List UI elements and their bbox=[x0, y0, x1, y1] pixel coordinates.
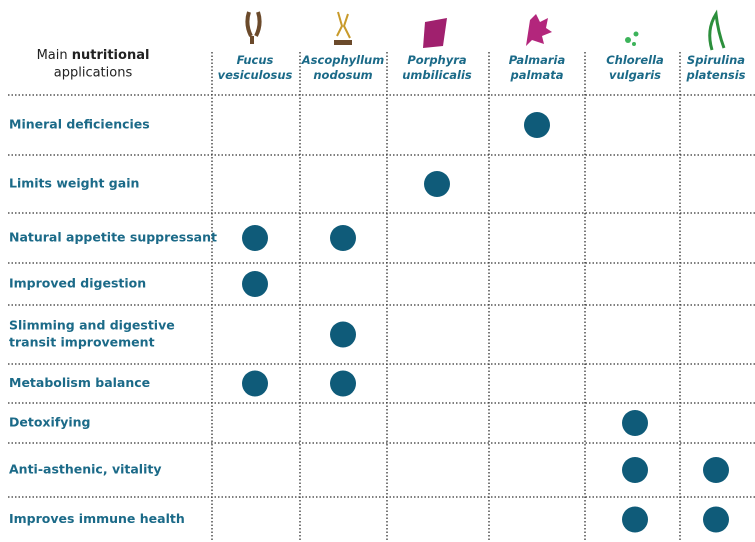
column-header: Ascophyllum bbox=[301, 53, 384, 67]
dot bbox=[622, 506, 648, 533]
row-label: Slimming and digestive bbox=[9, 318, 175, 333]
dot bbox=[622, 457, 648, 483]
dot bbox=[424, 171, 450, 197]
column-header: Fucus bbox=[237, 53, 274, 67]
column-header: vulgaris bbox=[609, 68, 661, 82]
row-label: Metabolism balance bbox=[9, 375, 150, 390]
column-header: vesiculosus bbox=[218, 68, 293, 82]
icons bbox=[245, 9, 726, 51]
column-header: nodosum bbox=[313, 68, 372, 82]
row-label: Anti-asthenic, vitality bbox=[9, 462, 161, 477]
column-header: Spirulina bbox=[687, 53, 745, 67]
row-label: Natural appetite suppressant bbox=[9, 230, 217, 245]
header-title: Main nutritional bbox=[37, 48, 150, 63]
dot bbox=[330, 370, 356, 397]
row-label: Mineral deficiencies bbox=[9, 117, 150, 132]
column-header: Porphyra bbox=[407, 53, 467, 67]
column-header: Palmaria bbox=[509, 53, 566, 67]
dot bbox=[524, 112, 550, 138]
dot bbox=[622, 410, 648, 436]
row-label: transit improvement bbox=[9, 335, 155, 350]
dot bbox=[330, 321, 356, 348]
dot bbox=[242, 225, 268, 251]
row-label: Improves immune health bbox=[9, 511, 185, 526]
column-header: palmata bbox=[510, 68, 564, 82]
dot bbox=[242, 271, 268, 297]
row-label: Improved digestion bbox=[9, 276, 146, 291]
column-header: platensis bbox=[685, 68, 745, 82]
column-header: umbilicalis bbox=[402, 68, 472, 82]
dot bbox=[703, 457, 729, 483]
header-title: applications bbox=[54, 66, 133, 81]
dot bbox=[703, 506, 729, 533]
column-header: Chlorella bbox=[606, 53, 664, 67]
row-label: Detoxifying bbox=[9, 415, 90, 430]
dot bbox=[242, 370, 268, 397]
row-label: Limits weight gain bbox=[9, 176, 139, 191]
dot bbox=[330, 225, 356, 251]
